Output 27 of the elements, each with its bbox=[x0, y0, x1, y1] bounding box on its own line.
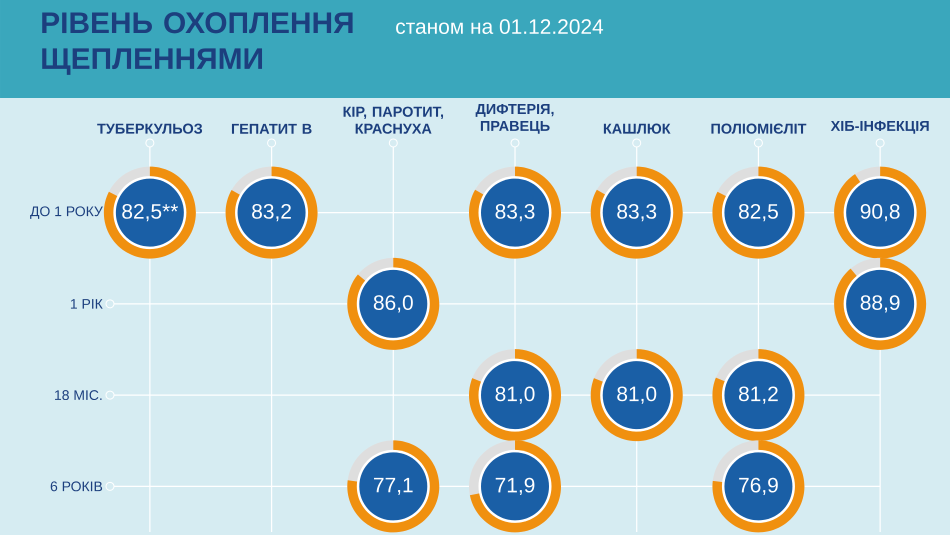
x-tick-label: КАШЛЮК bbox=[604, 124, 671, 134]
y-tick-label: ДО 1 РОКУ bbox=[30, 206, 103, 219]
y-tick-label: 6 РОКІВ bbox=[50, 481, 102, 492]
x-tick-label: КІР, ПАРОТИТ, КРАСНУХА bbox=[344, 106, 444, 134]
data-label: 81,0 bbox=[617, 386, 656, 404]
data-label: 83,3 bbox=[496, 204, 534, 222]
chart-title: РІВЕНЬ ОХОПЛЕННЯ ЩЕПЛЕННЯМИ bbox=[42, 12, 353, 75]
data-label: 82,5 bbox=[738, 204, 778, 222]
y-tick-label: 1 РІК bbox=[70, 299, 103, 309]
x-tick-label: ХІБ-ІНФЕКЦІЯ bbox=[830, 120, 929, 134]
x-tick-label: ДИФТЕРІЯ, ПРАВЕЦЬ bbox=[476, 104, 554, 134]
data-label: 90,8 bbox=[860, 204, 900, 222]
chart-subtitle: станом на 01.12.2024 bbox=[396, 19, 604, 34]
y-tick-label: 18 МІС. bbox=[55, 390, 102, 400]
data-label: 82,5** bbox=[122, 204, 178, 222]
x-tick-label: ПОЛІОМІЄЛІТ bbox=[711, 124, 806, 134]
data-label: 76,9 bbox=[739, 478, 778, 495]
data-label: 77,1 bbox=[374, 478, 413, 495]
data-label: 88,9 bbox=[860, 295, 900, 312]
data-label: 71,9 bbox=[496, 478, 534, 495]
x-tick-label: ТУБЕРКУЛЬОЗ bbox=[97, 124, 202, 134]
data-label: 81,2 bbox=[738, 386, 778, 404]
data-label: 86,0 bbox=[374, 295, 413, 312]
data-label: 83,2 bbox=[252, 204, 291, 222]
x-tick-label: ГЕПАТИТ В bbox=[232, 124, 312, 134]
data-label: 83,3 bbox=[617, 204, 656, 222]
data-label: 81,0 bbox=[496, 386, 535, 404]
